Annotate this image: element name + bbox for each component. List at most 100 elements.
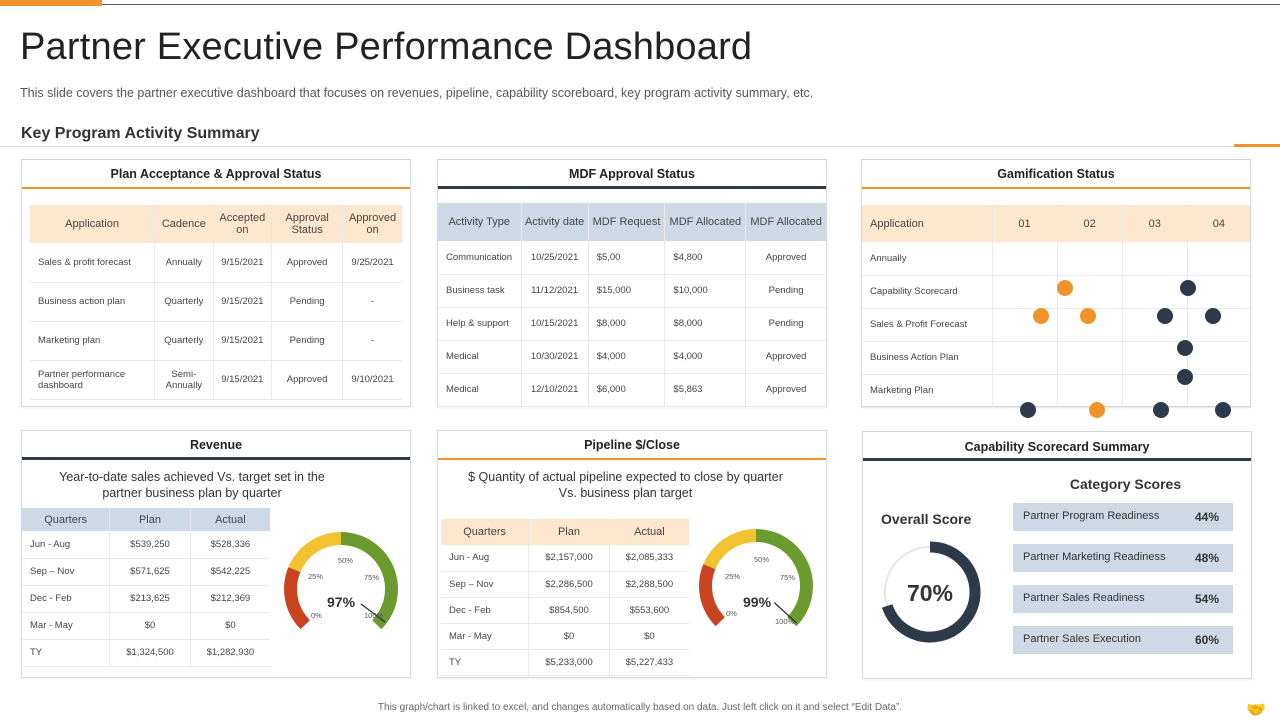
gauge-tick: 25% xyxy=(725,572,741,581)
table-cell xyxy=(991,341,1058,375)
status-dot xyxy=(1080,308,1096,324)
footer-note: This graph/chart is linked to excel, and… xyxy=(377,702,903,713)
table-row: Mar - May $0 $0 xyxy=(441,623,689,650)
table-cell: 9/25/2021 xyxy=(342,243,402,283)
gamification-title: Gamification Status xyxy=(862,160,1250,189)
table-cell: Pending xyxy=(745,274,826,308)
table-cell: $213,625 xyxy=(109,585,191,613)
page-subtitle: This slide covers the partner executive … xyxy=(20,86,814,100)
col-header: Application xyxy=(30,205,155,243)
table-cell: Sep – Nov xyxy=(22,558,110,586)
table-cell: Annually xyxy=(154,243,213,283)
pipeline-card: Pipeline $/Close $ Quantity of actual pi… xyxy=(437,430,827,678)
table-cell: Sep – Nov xyxy=(441,571,529,598)
section-heading: Key Program Activity Summary xyxy=(21,125,260,142)
col-header: 01 xyxy=(991,205,1058,242)
table-cell: - xyxy=(342,282,402,322)
table-row: Sep – Nov $571,625 $542,225 xyxy=(22,558,270,586)
revenue-table: Quarters Plan Actual Jun - Aug $539,250 $5… xyxy=(22,508,270,667)
table-cell: Mar - May xyxy=(441,623,529,650)
table-cell: $2,085,333 xyxy=(608,545,689,572)
gauge-face xyxy=(298,546,384,631)
revenue-gauge xyxy=(284,532,398,631)
col-header: Approved on xyxy=(342,205,402,243)
table-row: Annually xyxy=(862,242,1250,276)
plan-acceptance-card: Plan Acceptance & Approval Status Applic… xyxy=(21,159,411,407)
category-pct: 48% xyxy=(1194,551,1219,565)
category-pct: 54% xyxy=(1194,592,1219,606)
table-row: Business action plan Quarterly 9/15/2021 Pe… xyxy=(30,282,402,322)
table-cell: 10/15/2021 xyxy=(520,307,589,341)
table-row: Business task 11/12/2021 $15,000 $10,000 Pen… xyxy=(438,274,826,308)
table-cell: 10/30/2021 xyxy=(520,340,589,374)
pipeline-table: Quarters Plan Actual Jun - Aug $2,157,000… xyxy=(441,519,689,676)
overall-score-donut xyxy=(881,541,981,643)
section-accent xyxy=(1234,144,1280,147)
col-header: Plan xyxy=(109,508,191,531)
table-row: Communication 10/25/2021 $5,00 $4,800 Approv… xyxy=(438,241,826,275)
gauge-segment-high xyxy=(756,529,813,627)
table-cell xyxy=(1121,275,1188,309)
col-header: Application xyxy=(862,205,992,242)
gauge-tick: 25% xyxy=(308,572,324,581)
category-label: Partner Sales Execution xyxy=(1023,633,1142,645)
table-cell: $1,282,930 xyxy=(189,639,270,667)
col-header: Actual xyxy=(189,508,270,531)
table-cell: 10/25/2021 xyxy=(520,241,589,275)
table-cell: $4,000 xyxy=(664,340,746,374)
table-cell: Communication xyxy=(438,241,521,275)
status-dot xyxy=(1215,402,1231,418)
gauge-tick: 100% xyxy=(364,611,384,620)
category-label: Partner Marketing Readiness xyxy=(1023,551,1166,563)
gauge-tick: 75% xyxy=(364,573,380,582)
table-cell: 9/15/2021 xyxy=(212,321,272,361)
table-row: Dec - Feb $854,500 $553,600 xyxy=(441,597,689,624)
table-cell: Mar - May xyxy=(22,612,110,640)
table-row: Capability Scorecard xyxy=(862,275,1250,309)
gauge-segment-mid xyxy=(703,529,756,570)
gauge-tick: 0% xyxy=(726,609,737,618)
table-row: Jun - Aug $2,157,000 $2,085,333 xyxy=(441,545,689,572)
table-cell: Approved xyxy=(745,241,826,275)
table-cell: Jun - Aug xyxy=(22,531,110,559)
table-cell: Quarterly xyxy=(154,321,213,361)
gauge-segment-high xyxy=(341,532,398,630)
gauge-tick: 100% xyxy=(775,617,795,626)
table-cell: 12/10/2021 xyxy=(520,373,589,407)
table-cell: $8,000 xyxy=(664,307,746,341)
handshake-icon: 🤝 xyxy=(1246,702,1266,719)
status-dot xyxy=(1057,280,1073,296)
table-cell: $528,336 xyxy=(189,531,270,559)
table-cell xyxy=(991,242,1058,276)
mdf-approval-title: MDF Approval Status xyxy=(438,160,826,189)
status-dot xyxy=(1177,340,1193,356)
table-cell: Quarterly xyxy=(154,282,213,322)
table-cell: Dec - Feb xyxy=(441,597,529,624)
table-cell xyxy=(1186,275,1250,309)
table-cell: Sales & Profit Forecast xyxy=(862,308,992,342)
col-header: MDF Allocated xyxy=(664,203,746,241)
table-cell: $0 xyxy=(189,612,270,640)
gauge-face xyxy=(713,543,799,628)
col-header: Activity date xyxy=(520,203,589,241)
status-dot xyxy=(1153,402,1169,418)
table-cell: $8,000 xyxy=(587,307,665,341)
table-cell xyxy=(1056,341,1123,375)
table-row: Help & support 10/15/2021 $8,000 $8,000 Pend… xyxy=(438,307,826,341)
status-dot xyxy=(1089,402,1105,418)
gauge-tick: 50% xyxy=(754,555,770,564)
pipeline-title: Pipeline $/Close xyxy=(438,431,826,460)
category-label: Partner Sales Readiness xyxy=(1023,592,1145,604)
table-cell: $5,863 xyxy=(664,373,746,407)
category-pct: 44% xyxy=(1194,510,1219,524)
gauge-needle xyxy=(773,602,798,624)
category-scores-title: Category Scores xyxy=(1069,476,1182,492)
category-row: Partner Sales Readiness 54% xyxy=(1013,585,1233,613)
table-cell: $0 xyxy=(109,612,191,640)
gauge-tick: 0% xyxy=(311,611,322,620)
table-cell: TY xyxy=(22,639,110,667)
table-row: Medical 12/10/2021 $6,000 $5,863 Approved xyxy=(438,373,826,407)
mdf-approval-card: MDF Approval Status Activity Type Activi… xyxy=(437,159,827,407)
table-cell: $5,227,433 xyxy=(608,649,689,676)
table-cell: $553,600 xyxy=(608,597,689,624)
